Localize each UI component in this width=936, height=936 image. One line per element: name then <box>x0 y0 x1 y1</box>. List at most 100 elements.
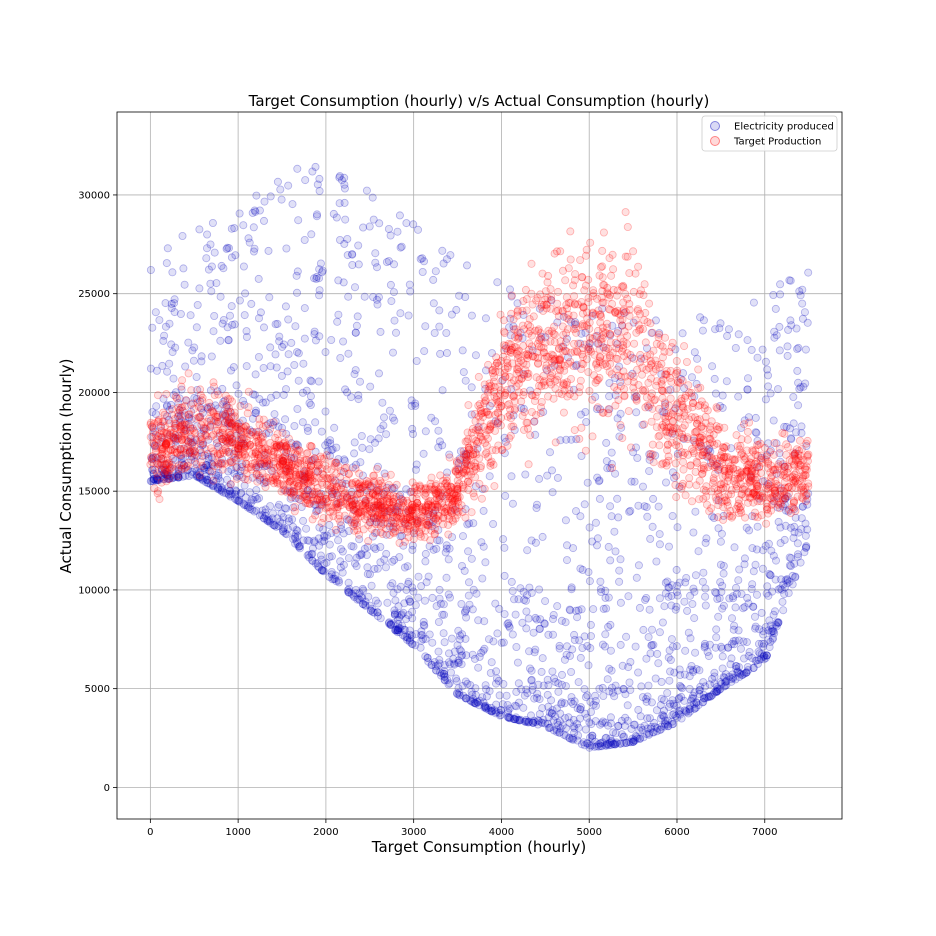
scatter-point <box>465 478 474 487</box>
scatter-point <box>266 192 275 201</box>
scatter-point <box>522 607 531 616</box>
scatter-point <box>467 554 476 563</box>
scatter-point <box>622 632 631 641</box>
scatter-point <box>708 362 717 371</box>
scatter-point <box>244 234 253 243</box>
scatter-point <box>369 471 378 480</box>
scatter-point <box>487 658 496 667</box>
scatter-point <box>720 423 729 432</box>
scatter-point <box>316 492 325 501</box>
scatter-point <box>438 441 447 450</box>
scatter-point <box>303 423 312 432</box>
scatter-point <box>217 261 226 270</box>
scatter-point <box>585 386 594 395</box>
scatter-point <box>351 586 360 595</box>
scatter-point <box>596 405 605 414</box>
scatter-point <box>317 427 326 436</box>
scatter-point <box>170 295 179 304</box>
scatter-point <box>484 386 493 395</box>
scatter-point <box>785 276 794 285</box>
scatter-point <box>398 503 407 512</box>
scatter-point <box>434 618 443 627</box>
scatter-point <box>515 346 524 355</box>
scatter-point <box>232 474 241 483</box>
scatter-point <box>728 670 737 679</box>
scatter-point <box>546 448 555 457</box>
scatter-point <box>234 389 243 398</box>
scatter-point <box>429 299 438 308</box>
scatter-point <box>570 347 579 356</box>
scatter-point <box>743 385 752 394</box>
scatter-point <box>397 621 406 630</box>
scatter-point <box>763 582 772 591</box>
scatter-point <box>535 474 544 483</box>
scatter-point <box>221 489 230 498</box>
scatter-point <box>379 413 388 422</box>
scatter-point <box>520 595 529 604</box>
scatter-point <box>797 422 806 431</box>
scatter-point <box>550 674 559 683</box>
scatter-point <box>720 443 729 452</box>
scatter-point <box>535 710 544 719</box>
scatter-point <box>228 435 237 444</box>
scatter-point <box>257 460 266 469</box>
scatter-point <box>171 419 180 428</box>
scatter-point <box>362 551 371 560</box>
scatter-point <box>293 404 302 413</box>
scatter-point <box>629 247 638 256</box>
scatter-point <box>595 684 604 693</box>
scatter-point <box>403 635 412 644</box>
scatter-point <box>458 532 467 541</box>
scatter-point <box>786 562 795 571</box>
scatter-point <box>195 284 204 293</box>
scatter-point <box>624 407 633 416</box>
scatter-point <box>430 328 439 337</box>
scatter-point <box>553 375 562 384</box>
scatter-point <box>234 445 243 454</box>
scatter-point <box>318 566 327 575</box>
scatter-point <box>163 367 172 376</box>
scatter-point <box>690 587 699 596</box>
scatter-point <box>583 739 592 748</box>
scatter-point <box>294 542 303 551</box>
scatter-point <box>394 624 403 633</box>
scatter-point <box>804 268 813 277</box>
scatter-point <box>528 685 537 694</box>
scatter-point <box>271 474 280 483</box>
scatter-point <box>279 340 288 349</box>
scatter-point <box>175 406 184 415</box>
scatter-point <box>383 598 392 607</box>
scatter-point <box>757 453 766 462</box>
scatter-point <box>218 384 227 393</box>
scatter-point <box>786 316 795 325</box>
scatter-point <box>487 707 496 716</box>
scatter-point <box>769 416 778 425</box>
scatter-point <box>626 506 635 515</box>
scatter-point <box>527 711 536 720</box>
scatter-point <box>289 503 298 512</box>
scatter-point <box>792 324 801 333</box>
scatter-point <box>602 438 611 447</box>
scatter-point <box>577 297 586 306</box>
scatter-point <box>668 581 677 590</box>
scatter-point <box>365 222 374 231</box>
scatter-point <box>266 343 275 352</box>
scatter-point <box>463 520 472 529</box>
scatter-point <box>664 452 673 461</box>
scatter-point <box>658 618 667 627</box>
scatter-point <box>196 457 205 466</box>
scatter-point <box>337 521 346 530</box>
scatter-point <box>482 685 491 694</box>
scatter-point <box>197 404 206 413</box>
scatter-point <box>753 522 762 531</box>
scatter-point <box>258 469 267 478</box>
scatter-point <box>711 687 720 696</box>
scatter-point <box>557 616 566 625</box>
scatter-point <box>503 412 512 421</box>
scatter-point <box>692 379 701 388</box>
scatter-point <box>288 200 297 209</box>
scatter-point <box>350 438 359 447</box>
scatter-point <box>439 259 448 268</box>
scatter-point <box>798 314 807 323</box>
scatter-point <box>234 441 243 450</box>
